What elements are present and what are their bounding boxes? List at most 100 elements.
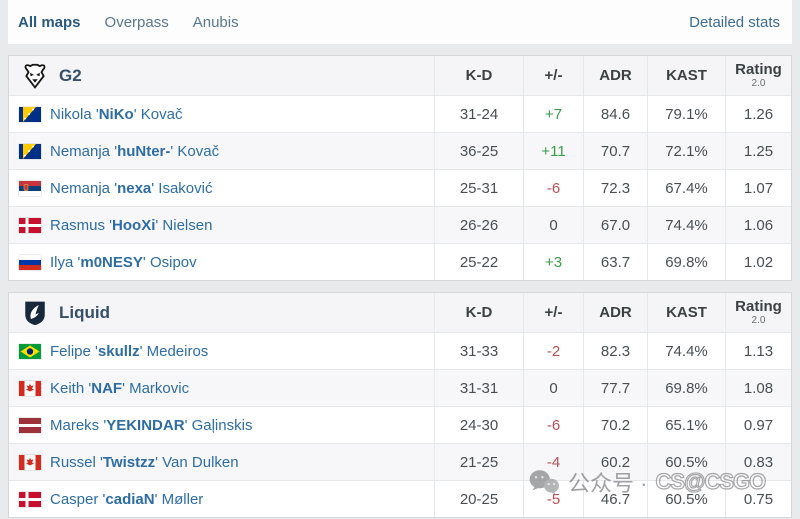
kast-value: 74.4% bbox=[647, 333, 725, 369]
flag-denmark-icon bbox=[19, 491, 41, 507]
flag-canada-icon bbox=[19, 380, 41, 396]
kd-value: 36-25 bbox=[434, 133, 523, 169]
liquid-header-row: Liquid K-D +/- ADR KAST Rating 2.0 bbox=[9, 293, 791, 332]
rating-value: 1.08 bbox=[725, 370, 791, 406]
rating-value: 1.06 bbox=[725, 207, 791, 243]
table-row: Russel 'Twistzz' Van Dulken 21-25 -4 60.… bbox=[9, 443, 791, 480]
player-link[interactable]: Russel 'Twistzz' Van Dulken bbox=[50, 453, 239, 471]
kast-value: 60.5% bbox=[647, 444, 725, 480]
kast-value: 65.1% bbox=[647, 407, 725, 443]
col-header-kast-label: KAST bbox=[666, 67, 707, 84]
table-row: Nikola 'NiKo' Kovač 31-24 +7 84.6 79.1% … bbox=[9, 95, 791, 132]
adr-value: 84.6 bbox=[583, 96, 647, 132]
diff-value: 0 bbox=[523, 207, 583, 243]
diff-value: 0 bbox=[523, 370, 583, 406]
team-name-liquid[interactable]: Liquid bbox=[59, 302, 110, 322]
col-header-rating: Rating 2.0 bbox=[725, 293, 791, 332]
adr-value: 63.7 bbox=[583, 244, 647, 280]
player-link[interactable]: Nemanja 'huNter-' Kovač bbox=[50, 142, 220, 160]
flag-brazil-icon bbox=[19, 343, 41, 359]
col-header-diff-label: +/- bbox=[544, 67, 563, 84]
stats-container: All maps Overpass Anubis Detailed stats … bbox=[8, 0, 792, 518]
player-link[interactable]: Nikola 'NiKo' Kovač bbox=[50, 105, 183, 123]
kast-value: 69.8% bbox=[647, 244, 725, 280]
adr-value: 46.7 bbox=[583, 481, 647, 517]
g2-header-row: G2 K-D +/- ADR KAST Rating 2.0 bbox=[9, 56, 791, 95]
rating-value: 0.75 bbox=[725, 481, 791, 517]
map-tabs: All maps Overpass Anubis bbox=[18, 14, 239, 31]
adr-value: 70.7 bbox=[583, 133, 647, 169]
tab-all-maps[interactable]: All maps bbox=[18, 13, 81, 31]
kast-value: 72.1% bbox=[647, 133, 725, 169]
col-header-diff: +/- bbox=[523, 293, 583, 332]
kast-value: 67.4% bbox=[647, 170, 725, 206]
col-header-adr: ADR bbox=[583, 293, 647, 332]
flag-latvia-icon bbox=[19, 417, 41, 433]
col-header-kd: K-D bbox=[434, 293, 523, 332]
kast-value: 69.8% bbox=[647, 370, 725, 406]
adr-value: 77.7 bbox=[583, 370, 647, 406]
table-row: Keith 'NAF' Markovic 31-31 0 77.7 69.8% … bbox=[9, 369, 791, 406]
team-table-liquid: Liquid K-D +/- ADR KAST Rating 2.0 Felip… bbox=[8, 292, 792, 518]
rating-value: 1.26 bbox=[725, 96, 791, 132]
flag-serbia-icon bbox=[19, 180, 41, 196]
diff-value: +7 bbox=[523, 96, 583, 132]
col-header-kd-label: K-D bbox=[465, 67, 493, 84]
tab-overpass[interactable]: Overpass bbox=[104, 13, 169, 31]
kd-value: 31-33 bbox=[434, 333, 523, 369]
flag-canada-icon bbox=[19, 454, 41, 470]
table-row: Nemanja 'nexa' Isaković 25-31 -6 72.3 67… bbox=[9, 169, 791, 206]
flag-russia-icon bbox=[19, 254, 41, 270]
col-header-diff-label: +/- bbox=[544, 304, 563, 321]
table-row: Felipe 'skullz' Medeiros 31-33 -2 82.3 7… bbox=[9, 332, 791, 369]
player-link[interactable]: Ilya 'm0NESY' Osipov bbox=[50, 253, 197, 271]
kast-value: 79.1% bbox=[647, 96, 725, 132]
kd-value: 24-30 bbox=[434, 407, 523, 443]
col-header-adr-label: ADR bbox=[599, 304, 632, 321]
flag-bosnia-icon bbox=[19, 106, 41, 122]
kd-value: 31-31 bbox=[434, 370, 523, 406]
kd-value: 21-25 bbox=[434, 444, 523, 480]
diff-value: -2 bbox=[523, 333, 583, 369]
col-header-kast-label: KAST bbox=[666, 304, 707, 321]
adr-value: 67.0 bbox=[583, 207, 647, 243]
team-name-g2[interactable]: G2 bbox=[59, 65, 82, 85]
player-link[interactable]: Casper 'cadiaN' Møller bbox=[50, 490, 204, 508]
col-header-rating-label: Rating bbox=[735, 298, 782, 315]
rating-value: 1.02 bbox=[725, 244, 791, 280]
table-row: Nemanja 'huNter-' Kovač 36-25 +11 70.7 7… bbox=[9, 132, 791, 169]
col-header-kd-label: K-D bbox=[465, 304, 493, 321]
player-link[interactable]: Keith 'NAF' Markovic bbox=[50, 379, 190, 397]
rating-value: 0.83 bbox=[725, 444, 791, 480]
diff-value: -5 bbox=[523, 481, 583, 517]
player-link[interactable]: Nemanja 'nexa' Isaković bbox=[50, 179, 213, 197]
player-link[interactable]: Rasmus 'HooXi' Nielsen bbox=[50, 216, 213, 234]
kd-value: 31-24 bbox=[434, 96, 523, 132]
col-header-rating: Rating 2.0 bbox=[725, 56, 791, 95]
kast-value: 60.5% bbox=[647, 481, 725, 517]
player-link[interactable]: Mareks 'YEKINDAR' Gaļinskis bbox=[50, 416, 253, 434]
col-header-kast: KAST bbox=[647, 56, 725, 95]
table-row: Mareks 'YEKINDAR' Gaļinskis 24-30 -6 70.… bbox=[9, 406, 791, 443]
kd-value: 25-22 bbox=[434, 244, 523, 280]
rating-value: 1.07 bbox=[725, 170, 791, 206]
col-header-rating-sub: 2.0 bbox=[751, 315, 766, 326]
adr-value: 72.3 bbox=[583, 170, 647, 206]
col-header-adr-label: ADR bbox=[599, 67, 632, 84]
diff-value: -6 bbox=[523, 170, 583, 206]
map-tabs-bar: All maps Overpass Anubis Detailed stats bbox=[8, 0, 792, 44]
col-header-kast: KAST bbox=[647, 293, 725, 332]
table-row: Ilya 'm0NESY' Osipov 25-22 +3 63.7 69.8%… bbox=[9, 243, 791, 280]
kd-value: 20-25 bbox=[434, 481, 523, 517]
kd-value: 26-26 bbox=[434, 207, 523, 243]
col-header-diff: +/- bbox=[523, 56, 583, 95]
g2-logo-icon bbox=[21, 63, 49, 89]
tab-anubis[interactable]: Anubis bbox=[192, 13, 239, 31]
col-header-rating-label: Rating bbox=[735, 61, 782, 78]
player-link[interactable]: Felipe 'skullz' Medeiros bbox=[50, 342, 209, 360]
diff-value: -4 bbox=[523, 444, 583, 480]
table-row: Rasmus 'HooXi' Nielsen 26-26 0 67.0 74.4… bbox=[9, 206, 791, 243]
rating-value: 0.97 bbox=[725, 407, 791, 443]
rating-value: 1.13 bbox=[725, 333, 791, 369]
detailed-stats-link[interactable]: Detailed stats bbox=[689, 13, 780, 31]
